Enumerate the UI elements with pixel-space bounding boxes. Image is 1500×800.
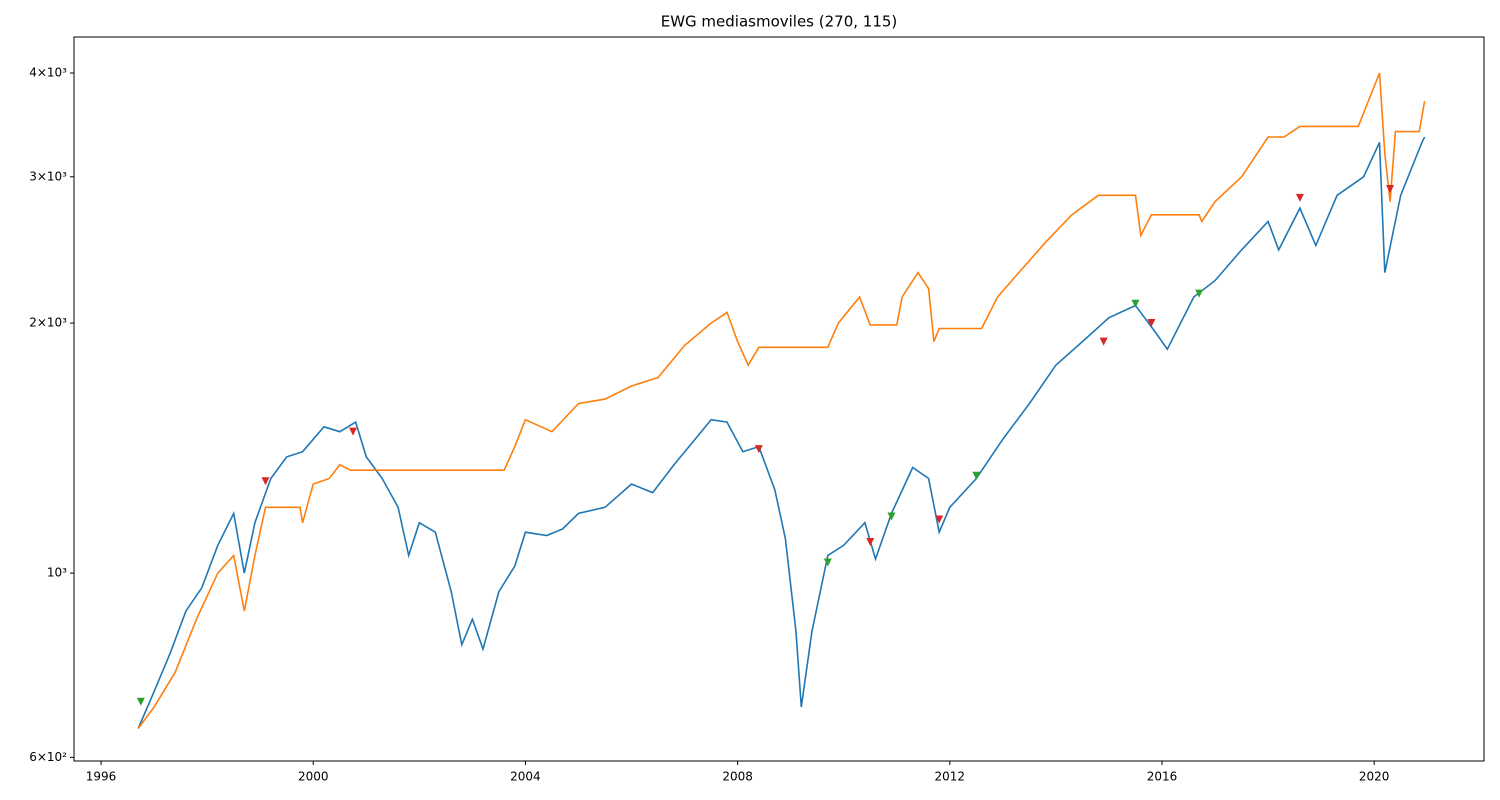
x-tick-label: 2020 (1359, 770, 1390, 784)
y-tick-label: 10³ (47, 566, 67, 580)
signal-marker (1295, 193, 1304, 202)
signal-marker (887, 512, 896, 521)
x-tick-label: 2012 (935, 770, 966, 784)
plot-frame (73, 36, 1485, 762)
signal-marker (866, 538, 875, 547)
x-tick-label: 1996 (86, 770, 117, 784)
signal-marker (1131, 299, 1140, 308)
signal-marker (349, 427, 358, 436)
signal-marker (1386, 185, 1395, 194)
signal-marker (261, 477, 270, 486)
signal-marker (935, 515, 944, 524)
x-tick-label: 2008 (722, 770, 753, 784)
data-line (137, 136, 1426, 729)
chart-title: EWG mediasmoviles (270, 115) (661, 13, 898, 31)
y-tick-label: 4×10³ (29, 66, 67, 80)
x-tick-label: 2016 (1147, 770, 1178, 784)
data-line (137, 72, 1426, 729)
signal-marker (754, 445, 763, 454)
signal-marker (1147, 319, 1156, 328)
x-tick-label: 2000 (298, 770, 329, 784)
signal-marker (1195, 289, 1204, 298)
y-tick-label: 6×10² (29, 750, 67, 764)
signal-marker (136, 697, 145, 706)
signal-marker (823, 558, 832, 567)
x-tick-label: 2004 (510, 770, 541, 784)
y-tick-label: 2×10³ (29, 316, 67, 330)
signal-marker (972, 471, 981, 480)
signal-marker (1099, 337, 1108, 346)
y-tick-label: 3×10³ (29, 169, 67, 183)
